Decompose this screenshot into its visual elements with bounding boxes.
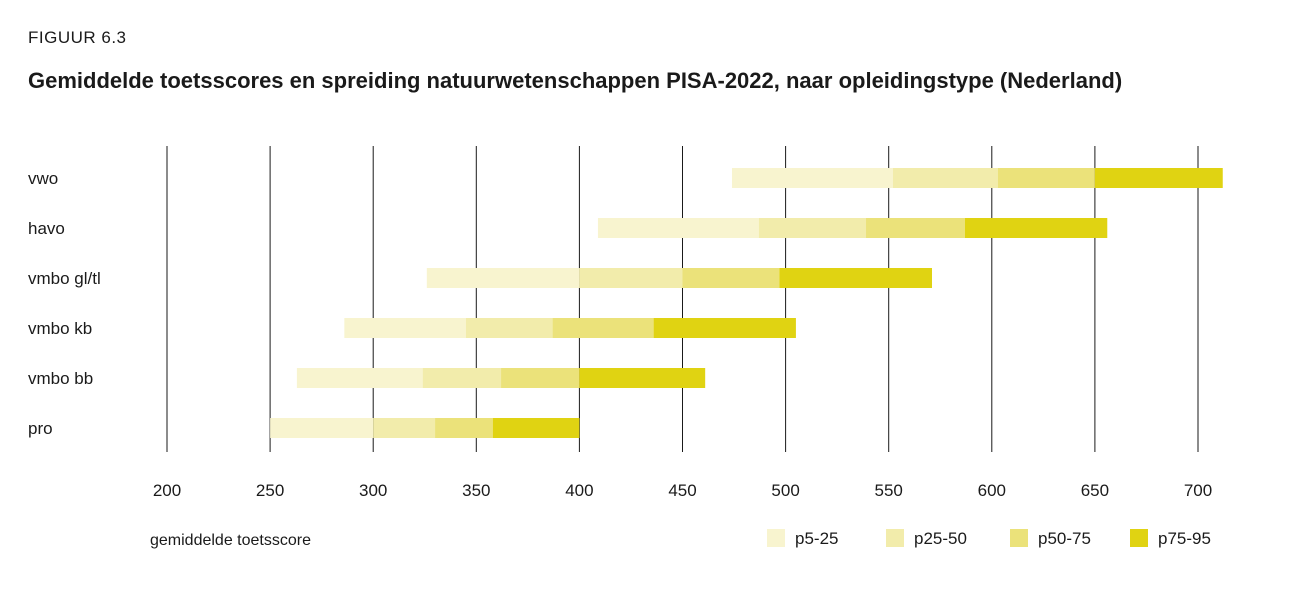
bar-pro-p50-75 [435, 418, 493, 438]
legend-label-p25-50: p25-50 [914, 529, 967, 548]
row-labels: vwo havo vmbo gl/tl vmbo kb vmbo bb pro [28, 169, 101, 438]
bar-vmbo-kb-p50-75 [552, 318, 654, 338]
x-tick-400: 400 [565, 481, 593, 500]
bars [270, 168, 1223, 438]
bar-vwo-p50-75 [997, 168, 1095, 188]
bar-pro-p5-25 [270, 418, 374, 438]
bar-havo-p50-75 [866, 218, 965, 238]
bar-vmbo-bb-p25-50 [422, 368, 502, 388]
bar-vmbo-kb-p5-25 [344, 318, 466, 338]
row-label-pro: pro [28, 419, 53, 438]
grid-lines [166, 146, 1199, 452]
x-tick-700: 700 [1184, 481, 1212, 500]
legend-swatch-p50-75 [1010, 529, 1028, 547]
legend-label-p5-25: p5-25 [795, 529, 838, 548]
bar-pro-p25-50 [373, 418, 436, 438]
row-label-vwo: vwo [28, 169, 58, 188]
bar-havo-p25-50 [758, 218, 867, 238]
x-tick-350: 350 [462, 481, 490, 500]
legend-label-p75-95: p75-95 [1158, 529, 1211, 548]
legend-swatch-p25-50 [886, 529, 904, 547]
bar-vmbo-gl-tl-p25-50 [579, 268, 683, 288]
x-tick-550: 550 [875, 481, 903, 500]
row-label-havo: havo [28, 219, 65, 238]
bar-vmbo-bb-p5-25 [296, 368, 423, 388]
figure-label: FIGUUR 6.3 [28, 28, 127, 47]
x-tick-450: 450 [668, 481, 696, 500]
bar-havo-p75-95 [964, 218, 1108, 238]
bar-vmbo-bb-p75-95 [579, 368, 706, 388]
legend-swatch-p75-95 [1130, 529, 1148, 547]
x-tick-600: 600 [978, 481, 1006, 500]
bar-vmbo-kb-p75-95 [653, 318, 796, 338]
row-label-vmbo-gl-tl: vmbo gl/tl [28, 269, 101, 288]
bar-vwo-p25-50 [892, 168, 998, 188]
x-tick-250: 250 [256, 481, 284, 500]
bar-vmbo-gl-tl-p75-95 [779, 268, 933, 288]
x-axis-title: gemiddelde toetsscore [150, 532, 311, 549]
bar-vmbo-bb-p50-75 [501, 368, 580, 388]
legend-swatch-p5-25 [767, 529, 785, 547]
legend-label-p50-75: p50-75 [1038, 529, 1091, 548]
bar-vmbo-gl-tl-p50-75 [682, 268, 780, 288]
bar-vwo-p5-25 [731, 168, 893, 188]
legend: p5-25 p25-50 p50-75 p75-95 [767, 529, 1211, 548]
x-tick-200: 200 [153, 481, 181, 500]
x-tick-500: 500 [771, 481, 799, 500]
bar-havo-p5-25 [597, 218, 759, 238]
chart-title: Gemiddelde toetsscores en spreiding natu… [28, 68, 1123, 93]
bar-vmbo-gl-tl-p5-25 [426, 268, 580, 288]
x-tick-labels: 200 250 300 350 400 450 500 550 600 650 700 [153, 481, 1212, 500]
bar-vmbo-kb-p25-50 [465, 318, 553, 338]
bar-vwo-p75-95 [1094, 168, 1223, 188]
bar-pro-p75-95 [492, 418, 580, 438]
row-label-vmbo-kb: vmbo kb [28, 319, 92, 338]
row-label-vmbo-bb: vmbo bb [28, 369, 93, 388]
x-tick-300: 300 [359, 481, 387, 500]
x-tick-650: 650 [1081, 481, 1109, 500]
